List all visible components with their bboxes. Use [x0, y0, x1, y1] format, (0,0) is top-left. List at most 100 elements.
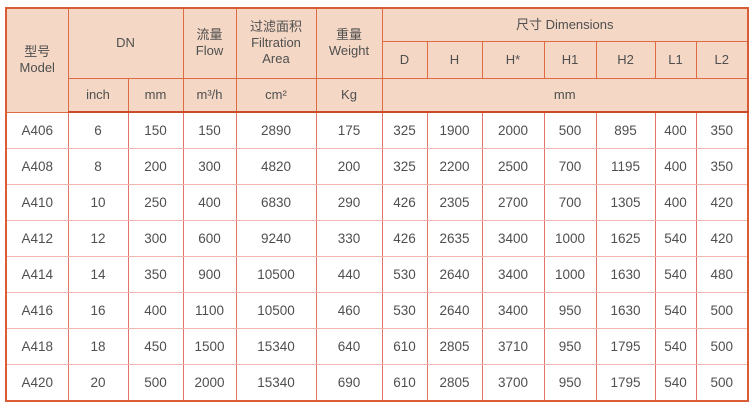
- cell-d: 530: [381, 292, 428, 329]
- cell-area: 10500: [235, 256, 317, 293]
- unit-inch: inch: [67, 77, 129, 113]
- header-col-h: H: [426, 40, 483, 79]
- cell-mm: 200: [127, 148, 184, 185]
- cell-area: 6830: [235, 184, 317, 221]
- cell-weight: 440: [315, 256, 383, 293]
- cell-l2: 350: [695, 148, 749, 185]
- cell-area: 9240: [235, 220, 317, 257]
- header-col-h-star: H*: [481, 40, 545, 79]
- cell-h-star: 2000: [481, 112, 545, 149]
- header-col-h2: H2: [595, 40, 656, 79]
- cell-d: 610: [381, 328, 428, 365]
- cell-h-star: 3400: [481, 256, 545, 293]
- table-row: A416 16 400 1100 10500 460 530 2640 3400…: [5, 292, 749, 329]
- cell-h-star: 3400: [481, 292, 545, 329]
- cell-l2: 500: [695, 364, 749, 402]
- header-weight: 重量 Weight: [315, 7, 383, 79]
- cell-area: 15340: [235, 328, 317, 365]
- header-filtration-area: 过滤面积 Filtration Area: [235, 7, 317, 79]
- header-dimensions: 尺寸 Dimensions: [381, 7, 749, 42]
- cell-inch: 6: [67, 112, 129, 149]
- unit-flow: m³/h: [182, 77, 237, 113]
- cell-h-star: 2700: [481, 184, 545, 221]
- header-dn: DN: [67, 7, 184, 79]
- cell-flow: 300: [182, 148, 237, 185]
- cell-mm: 150: [127, 112, 184, 149]
- table-row: A412 12 300 600 9240 330 426 2635 3400 1…: [5, 220, 749, 257]
- table-row: A414 14 350 900 10500 440 530 2640 3400 …: [5, 256, 749, 293]
- cell-inch: 12: [67, 220, 129, 257]
- cell-h1: 950: [543, 292, 597, 329]
- cell-h1: 950: [543, 364, 597, 402]
- cell-mm: 450: [127, 328, 184, 365]
- header-model-zh: 型号: [24, 44, 51, 60]
- cell-model: A410: [5, 184, 69, 221]
- cell-mm: 300: [127, 220, 184, 257]
- cell-h1: 700: [543, 184, 597, 221]
- header-col-l2: L2: [695, 40, 749, 79]
- cell-mm: 250: [127, 184, 184, 221]
- header-model-en: Model: [19, 60, 55, 76]
- cell-model: A412: [5, 220, 69, 257]
- cell-h2: 1630: [595, 256, 656, 293]
- header-col-h1: H1: [543, 40, 597, 79]
- cell-model: A414: [5, 256, 69, 293]
- cell-d: 325: [381, 112, 428, 149]
- unit-weight: Kg: [315, 77, 383, 113]
- cell-l2: 350: [695, 112, 749, 149]
- cell-l1: 540: [654, 256, 697, 293]
- cell-h2: 1630: [595, 292, 656, 329]
- header-flow-en: Flow: [195, 43, 224, 59]
- table-row: A420 20 500 2000 15340 690 610 2805 3700…: [5, 364, 749, 402]
- cell-l2: 500: [695, 292, 749, 329]
- header-filtration-en1: Filtration: [251, 35, 301, 51]
- cell-h: 1900: [426, 112, 483, 149]
- cell-model: A418: [5, 328, 69, 365]
- cell-weight: 640: [315, 328, 383, 365]
- cell-h: 2640: [426, 292, 483, 329]
- cell-inch: 20: [67, 364, 129, 402]
- table-row: A408 8 200 300 4820 200 325 2200 2500 70…: [5, 148, 749, 185]
- cell-weight: 330: [315, 220, 383, 257]
- header-row-1: 型号 Model DN 流量 Flow 过滤面积 Filtration Area…: [5, 7, 749, 113]
- cell-mm: 400: [127, 292, 184, 329]
- cell-l2: 420: [695, 220, 749, 257]
- table-row: A418 18 450 1500 15340 640 610 2805 3710…: [5, 328, 749, 365]
- header-weight-en: Weight: [328, 43, 370, 59]
- cell-l1: 540: [654, 364, 697, 402]
- cell-h-star: 3710: [481, 328, 545, 365]
- cell-mm: 350: [127, 256, 184, 293]
- cell-inch: 14: [67, 256, 129, 293]
- cell-flow: 1500: [182, 328, 237, 365]
- cell-l1: 400: [654, 112, 697, 149]
- cell-inch: 16: [67, 292, 129, 329]
- cell-h: 2805: [426, 328, 483, 365]
- cell-h: 2640: [426, 256, 483, 293]
- header-weight-zh: 重量: [335, 27, 362, 43]
- header-model: 型号 Model: [5, 7, 69, 113]
- header-filtration-zh: 过滤面积: [249, 19, 302, 35]
- header-row-2: D H H* H1 H2 L1 L2: [6, 40, 749, 79]
- unit-dimensions-mm: mm: [381, 77, 749, 113]
- cell-h1: 950: [543, 328, 597, 365]
- cell-model: A408: [5, 148, 69, 185]
- cell-d: 325: [381, 148, 428, 185]
- cell-l1: 400: [654, 148, 697, 185]
- cell-h2: 1305: [595, 184, 656, 221]
- cell-d: 610: [381, 364, 428, 402]
- header-col-l1: L1: [654, 40, 697, 79]
- cell-h: 2200: [426, 148, 483, 185]
- cell-flow: 150: [182, 112, 237, 149]
- header-filtration-en2: Area: [262, 51, 290, 67]
- cell-h1: 500: [543, 112, 597, 149]
- cell-l1: 540: [654, 292, 697, 329]
- unit-area: cm²: [235, 77, 317, 113]
- cell-model: A406: [5, 112, 69, 149]
- cell-weight: 175: [315, 112, 383, 149]
- cell-d: 426: [381, 220, 428, 257]
- cell-weight: 290: [315, 184, 383, 221]
- unit-mm: mm: [127, 77, 184, 113]
- cell-l2: 480: [695, 256, 749, 293]
- cell-mm: 500: [127, 364, 184, 402]
